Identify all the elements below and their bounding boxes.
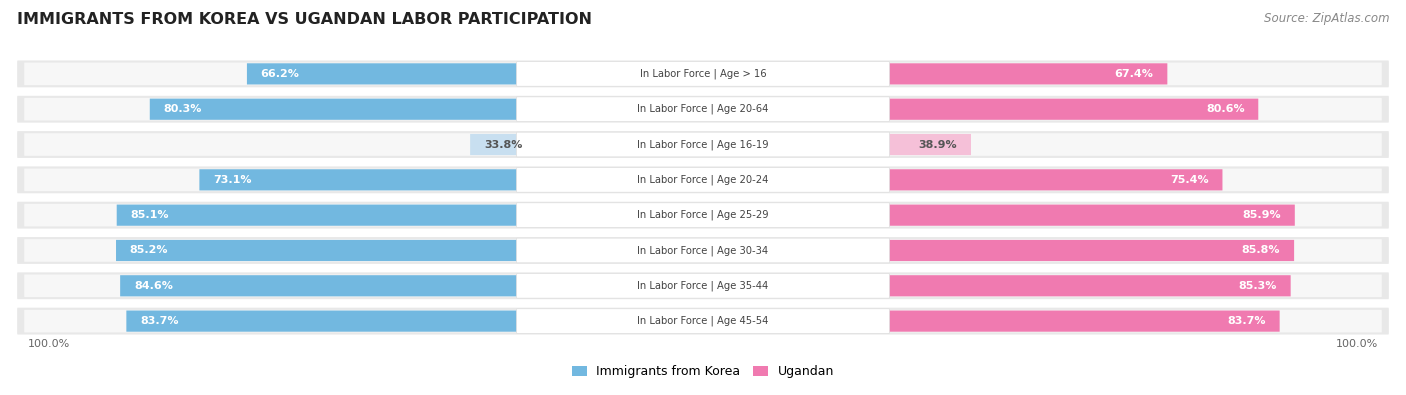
Text: 75.4%: 75.4% <box>1170 175 1209 185</box>
FancyBboxPatch shape <box>516 97 890 122</box>
FancyBboxPatch shape <box>17 166 1389 193</box>
FancyBboxPatch shape <box>516 62 890 86</box>
FancyBboxPatch shape <box>703 205 1295 226</box>
FancyBboxPatch shape <box>247 63 703 85</box>
Text: 84.6%: 84.6% <box>134 281 173 291</box>
Text: In Labor Force | Age 20-64: In Labor Force | Age 20-64 <box>637 104 769 115</box>
FancyBboxPatch shape <box>17 237 1389 264</box>
FancyBboxPatch shape <box>17 60 1389 87</box>
FancyBboxPatch shape <box>24 133 1382 156</box>
FancyBboxPatch shape <box>516 273 890 298</box>
Text: 85.8%: 85.8% <box>1241 245 1281 256</box>
FancyBboxPatch shape <box>703 134 972 155</box>
FancyBboxPatch shape <box>117 205 703 226</box>
Text: In Labor Force | Age > 16: In Labor Force | Age > 16 <box>640 69 766 79</box>
FancyBboxPatch shape <box>24 239 1382 262</box>
Text: 38.9%: 38.9% <box>918 139 957 150</box>
FancyBboxPatch shape <box>516 167 890 192</box>
FancyBboxPatch shape <box>24 62 1382 85</box>
FancyBboxPatch shape <box>24 98 1382 120</box>
FancyBboxPatch shape <box>24 169 1382 191</box>
Text: 73.1%: 73.1% <box>214 175 252 185</box>
Text: In Labor Force | Age 16-19: In Labor Force | Age 16-19 <box>637 139 769 150</box>
Text: In Labor Force | Age 20-24: In Labor Force | Age 20-24 <box>637 175 769 185</box>
FancyBboxPatch shape <box>120 275 703 296</box>
FancyBboxPatch shape <box>703 63 1167 85</box>
Text: 83.7%: 83.7% <box>141 316 179 326</box>
Text: 80.6%: 80.6% <box>1206 104 1244 114</box>
FancyBboxPatch shape <box>117 240 703 261</box>
Text: 67.4%: 67.4% <box>1115 69 1153 79</box>
FancyBboxPatch shape <box>516 309 890 333</box>
Text: 66.2%: 66.2% <box>260 69 299 79</box>
FancyBboxPatch shape <box>17 308 1389 335</box>
FancyBboxPatch shape <box>17 96 1389 122</box>
Text: In Labor Force | Age 30-34: In Labor Force | Age 30-34 <box>637 245 769 256</box>
FancyBboxPatch shape <box>703 310 1279 332</box>
Text: 100.0%: 100.0% <box>28 339 70 350</box>
Text: In Labor Force | Age 25-29: In Labor Force | Age 25-29 <box>637 210 769 220</box>
FancyBboxPatch shape <box>703 99 1258 120</box>
Text: 85.3%: 85.3% <box>1239 281 1277 291</box>
FancyBboxPatch shape <box>703 169 1222 190</box>
FancyBboxPatch shape <box>516 203 890 228</box>
FancyBboxPatch shape <box>470 134 703 155</box>
Text: 80.3%: 80.3% <box>163 104 202 114</box>
Text: Source: ZipAtlas.com: Source: ZipAtlas.com <box>1264 12 1389 25</box>
Text: 85.9%: 85.9% <box>1243 210 1281 220</box>
FancyBboxPatch shape <box>17 131 1389 158</box>
FancyBboxPatch shape <box>150 99 703 120</box>
Text: 85.1%: 85.1% <box>131 210 169 220</box>
Legend: Immigrants from Korea, Ugandan: Immigrants from Korea, Ugandan <box>567 360 839 384</box>
Text: 100.0%: 100.0% <box>1336 339 1378 350</box>
FancyBboxPatch shape <box>516 238 890 263</box>
FancyBboxPatch shape <box>127 310 703 332</box>
Text: 83.7%: 83.7% <box>1227 316 1265 326</box>
Text: 33.8%: 33.8% <box>484 139 522 150</box>
FancyBboxPatch shape <box>516 132 890 157</box>
FancyBboxPatch shape <box>200 169 703 190</box>
Text: In Labor Force | Age 35-44: In Labor Force | Age 35-44 <box>637 280 769 291</box>
Text: 85.2%: 85.2% <box>129 245 169 256</box>
FancyBboxPatch shape <box>24 204 1382 226</box>
Text: In Labor Force | Age 45-54: In Labor Force | Age 45-54 <box>637 316 769 326</box>
FancyBboxPatch shape <box>703 275 1291 296</box>
FancyBboxPatch shape <box>24 275 1382 297</box>
Text: IMMIGRANTS FROM KOREA VS UGANDAN LABOR PARTICIPATION: IMMIGRANTS FROM KOREA VS UGANDAN LABOR P… <box>17 12 592 27</box>
FancyBboxPatch shape <box>703 240 1294 261</box>
FancyBboxPatch shape <box>17 202 1389 229</box>
FancyBboxPatch shape <box>24 310 1382 333</box>
FancyBboxPatch shape <box>17 273 1389 299</box>
